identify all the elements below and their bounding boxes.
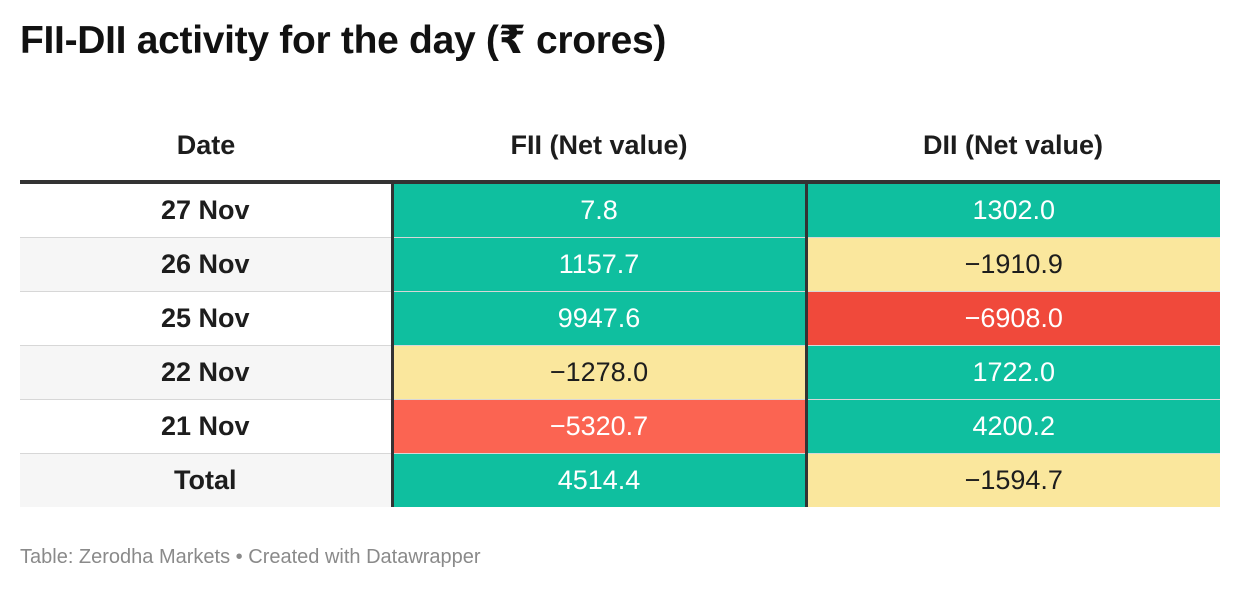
column-header-date[interactable]: Date [20, 110, 392, 184]
dii-value-cell: −1910.9 [806, 237, 1220, 292]
fii-dii-table-container: Date FII (Net value) DII (Net value) 27 … [20, 110, 1220, 507]
footer-attribution: Table: Zerodha Markets • Created with Da… [20, 546, 481, 569]
dii-value-cell: 4200.2 [806, 399, 1220, 454]
dii-total-cell: −1594.7 [806, 453, 1220, 507]
fii-value-cell: −5320.7 [392, 399, 808, 454]
date-cell: 25 Nov [20, 291, 394, 346]
date-cell: 21 Nov [20, 399, 394, 454]
table-row-total: Total 4514.4 −1594.7 [20, 453, 1220, 507]
fii-value-cell: 1157.7 [392, 237, 808, 292]
column-header-dii[interactable]: DII (Net value) [806, 110, 1220, 184]
table-row: 27 Nov 7.8 1302.0 [20, 182, 1220, 238]
table-row: 22 Nov −1278.0 1722.0 [20, 345, 1220, 400]
date-cell: 22 Nov [20, 345, 394, 400]
dii-value-cell: −6908.0 [806, 291, 1220, 346]
fii-dii-table: Date FII (Net value) DII (Net value) 27 … [20, 110, 1220, 507]
table-row: 21 Nov −5320.7 4200.2 [20, 399, 1220, 454]
column-header-fii[interactable]: FII (Net value) [392, 110, 806, 184]
date-cell: 27 Nov [20, 182, 394, 238]
fii-value-cell: −1278.0 [392, 345, 808, 400]
date-cell: 26 Nov [20, 237, 394, 292]
footer-credit: Created with Datawrapper [248, 546, 481, 568]
footer-source: Table: Zerodha Markets [20, 546, 231, 568]
fii-value-cell: 7.8 [392, 182, 808, 238]
fii-value-cell: 9947.6 [392, 291, 808, 346]
table-title: FII-DII activity for the day (₹ crores) [20, 19, 667, 62]
table-row: 26 Nov 1157.7 −1910.9 [20, 237, 1220, 292]
dii-value-cell: 1722.0 [806, 345, 1220, 400]
total-label-cell: Total [20, 453, 394, 507]
dii-value-cell: 1302.0 [806, 182, 1220, 238]
table-header-row: Date FII (Net value) DII (Net value) [20, 110, 1220, 184]
fii-total-cell: 4514.4 [392, 453, 808, 507]
table-row: 25 Nov 9947.6 −6908.0 [20, 291, 1220, 346]
footer-separator: • [235, 546, 243, 568]
